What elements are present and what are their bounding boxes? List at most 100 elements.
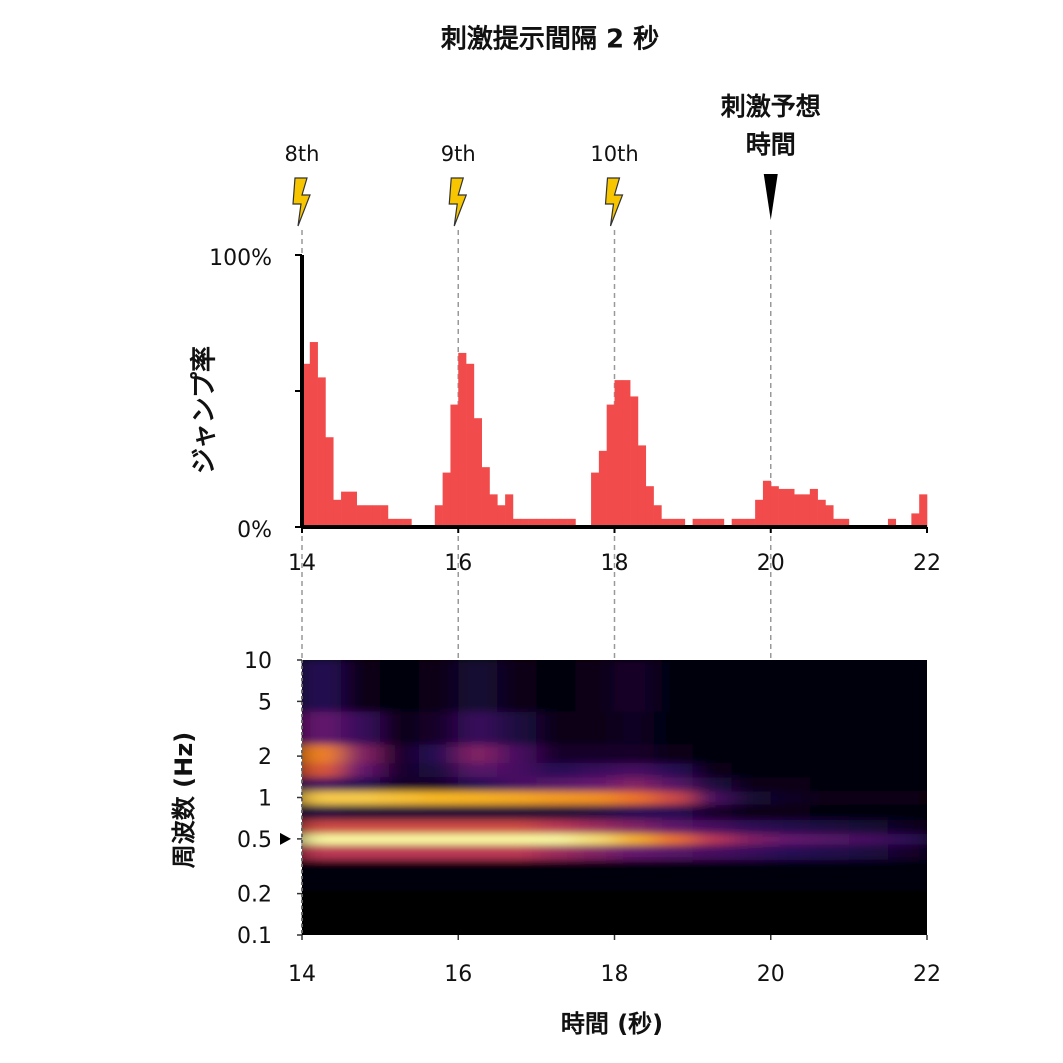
y-tick-label: 100%: [209, 246, 272, 271]
heatmap-cell: [497, 790, 537, 805]
heatmap-cell: [887, 859, 927, 891]
heatmap-cell: [692, 790, 733, 805]
bar: [833, 518, 842, 527]
heatmap-cell: [809, 844, 850, 860]
heatmap: [302, 660, 927, 935]
heatmap-cell: [653, 844, 694, 860]
heatmap-cell: [731, 744, 772, 764]
x-tick-label: 14: [288, 962, 316, 987]
heatmap-cell: [380, 819, 420, 834]
bar: [567, 518, 576, 527]
heatmap-cell: [419, 711, 459, 745]
heatmap-cell: [380, 744, 420, 764]
heatmap-cell: [380, 890, 420, 935]
x-tick-label: 20: [757, 962, 785, 987]
heatmap-cell: [419, 833, 459, 845]
heatmap-cell: [497, 819, 537, 834]
heatmap-cell: [887, 804, 927, 820]
heatmap-cell: [536, 660, 576, 712]
heatmap-cell: [809, 804, 850, 820]
bar: [622, 380, 631, 527]
heatmap-cell: [575, 804, 615, 820]
heatmap-cell: [419, 804, 459, 820]
heatmap-cell: [614, 804, 655, 820]
heatmap-cell: [614, 859, 655, 891]
heatmap-cell: [731, 844, 772, 860]
heatmap-cell: [692, 819, 733, 834]
y-tick-label: 0%: [237, 518, 272, 543]
y-tick-label: 0.2: [237, 883, 272, 908]
heatmap-cell: [809, 744, 850, 764]
heatmap-cell: [536, 859, 576, 891]
bar: [544, 518, 553, 527]
y-tick-label: 0.1: [237, 924, 272, 949]
bar: [302, 363, 311, 527]
heatmap-cell: [770, 804, 811, 820]
heatmap-cell: [536, 744, 576, 764]
bar: [458, 352, 467, 527]
bar: [841, 518, 850, 527]
annotation-label: 時間: [746, 130, 796, 159]
heatmap-cell: [302, 660, 342, 712]
bar: [341, 491, 350, 527]
heatmap-cell: [536, 804, 576, 820]
heatmap-cell: [380, 833, 420, 845]
bar: [598, 450, 607, 527]
heatmap-cell: [770, 776, 811, 792]
heatmap-cell: [653, 833, 694, 845]
heatmap-cell: [887, 762, 927, 778]
heatmap-cell: [848, 819, 889, 834]
heatmap-cell: [731, 890, 772, 935]
heatmap-cell: [848, 804, 889, 820]
bar: [380, 505, 389, 527]
bar: [309, 342, 318, 527]
heatmap-cell: [302, 762, 342, 778]
heatmap-cell: [302, 790, 342, 805]
y-tick-label: 0.5: [237, 828, 272, 853]
annotation-label: 8th: [285, 142, 320, 166]
heatmap-cell: [653, 762, 694, 778]
heatmap-cell: [302, 819, 342, 834]
bar: [395, 518, 404, 527]
heatmap-cell: [809, 890, 850, 935]
heatmap-cell: [731, 790, 772, 805]
heatmap-cell: [887, 660, 927, 712]
heatmap-cell: [341, 804, 381, 820]
heatmap-cell: [302, 804, 342, 820]
heatmap-cell: [380, 776, 420, 792]
annotation-label: 刺激予想: [721, 92, 821, 121]
heatmap-cell: [809, 660, 850, 712]
heatmap-cell: [575, 762, 615, 778]
heatmap-cell: [419, 890, 459, 935]
heatmap-cell: [809, 762, 850, 778]
annotation-label: 9th: [441, 142, 476, 166]
heatmap-cell: [848, 776, 889, 792]
bar: [669, 518, 678, 527]
heatmap-cell: [653, 776, 694, 792]
heatmap-cell: [692, 833, 733, 845]
heatmap-cell: [887, 711, 927, 745]
heatmap-cell: [614, 776, 655, 792]
heatmap-cell: [536, 890, 576, 935]
heatmap-cell: [536, 844, 576, 860]
heatmap-cell: [536, 776, 576, 792]
heatmap-cell: [380, 859, 420, 891]
heatmap-cell: [653, 660, 694, 712]
heatmap-cell: [692, 744, 733, 764]
bar: [466, 363, 475, 527]
heatmap-cell: [848, 844, 889, 860]
heatmap-cell: [302, 744, 342, 764]
heatmap-cell: [887, 890, 927, 935]
heatmap-cell: [302, 776, 342, 792]
bar: [755, 499, 764, 527]
heatmap-cell: [458, 804, 498, 820]
heatmap-cell: [419, 819, 459, 834]
heatmap-cell: [497, 762, 537, 778]
bar: [645, 486, 654, 527]
heatmap-cell: [380, 790, 420, 805]
y-tick-label: 2: [258, 745, 272, 770]
heatmap-cell: [575, 890, 615, 935]
heatmap-cell: [575, 833, 615, 845]
heatmap-cell: [692, 844, 733, 860]
